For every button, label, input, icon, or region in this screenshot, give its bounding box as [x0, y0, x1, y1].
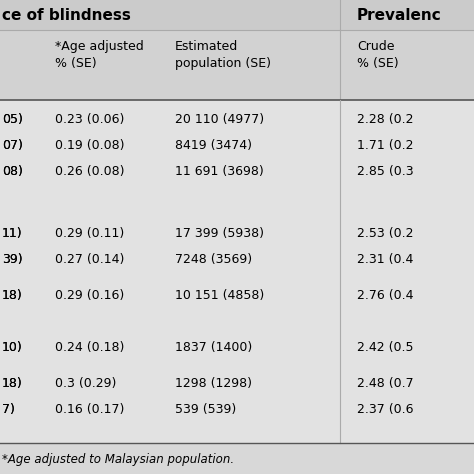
- Text: 539 (539): 539 (539): [175, 402, 236, 416]
- Text: 2.28 (0.2: 2.28 (0.2: [357, 112, 413, 126]
- Text: 17 399 (5938): 17 399 (5938): [175, 227, 264, 239]
- Text: 2.31 (0.4: 2.31 (0.4: [357, 253, 413, 265]
- Text: 2.85 (0.3: 2.85 (0.3: [357, 164, 414, 177]
- Bar: [0, 0, 474, 30]
- Text: 39): 39): [2, 253, 23, 265]
- Text: *Age adjusted to Malaysian population.: *Age adjusted to Malaysian population.: [2, 453, 234, 465]
- Text: 18): 18): [2, 376, 23, 390]
- Text: 2.76 (0.4: 2.76 (0.4: [357, 289, 413, 301]
- Text: 0.26 (0.08): 0.26 (0.08): [55, 164, 125, 177]
- Text: 7): 7): [2, 402, 15, 416]
- Text: 2.42 (0.5: 2.42 (0.5: [357, 340, 413, 354]
- Text: 1.71 (0.2: 1.71 (0.2: [357, 138, 413, 152]
- Text: 0.16 (0.17): 0.16 (0.17): [55, 402, 124, 416]
- Text: Prevalenc: Prevalenc: [357, 8, 442, 22]
- Text: 39): 39): [2, 253, 23, 265]
- Text: 08): 08): [2, 164, 23, 177]
- Text: 11): 11): [2, 227, 23, 239]
- Text: 2.48 (0.7: 2.48 (0.7: [357, 376, 414, 390]
- Text: 0.29 (0.11): 0.29 (0.11): [55, 227, 124, 239]
- Bar: [0, 30, 474, 100]
- Text: ce of blindness: ce of blindness: [2, 8, 131, 22]
- Text: 0.24 (0.18): 0.24 (0.18): [55, 340, 124, 354]
- Text: 0.19 (0.08): 0.19 (0.08): [55, 138, 125, 152]
- Bar: [0, 100, 474, 443]
- Text: 0.3 (0.29): 0.3 (0.29): [55, 376, 117, 390]
- Text: Crude
% (SE): Crude % (SE): [357, 40, 399, 70]
- Text: 05): 05): [2, 112, 23, 126]
- Text: 0.29 (0.16): 0.29 (0.16): [55, 289, 124, 301]
- Text: 10): 10): [2, 340, 23, 354]
- Text: 2.37 (0.6: 2.37 (0.6: [357, 402, 413, 416]
- Text: 2.53 (0.2: 2.53 (0.2: [357, 227, 413, 239]
- Text: 10 151 (4858): 10 151 (4858): [175, 289, 264, 301]
- Text: 11 691 (3698): 11 691 (3698): [175, 164, 264, 177]
- Text: 1837 (1400): 1837 (1400): [175, 340, 252, 354]
- Text: 18): 18): [2, 376, 23, 390]
- Text: 11): 11): [2, 227, 23, 239]
- Text: 20 110 (4977): 20 110 (4977): [175, 112, 264, 126]
- Text: 10): 10): [2, 340, 23, 354]
- Bar: [0, 443, 474, 474]
- Text: 07): 07): [2, 138, 23, 152]
- Text: 7): 7): [2, 402, 15, 416]
- Text: 7248 (3569): 7248 (3569): [175, 253, 252, 265]
- Text: 18): 18): [2, 289, 23, 301]
- Text: 08): 08): [2, 164, 23, 177]
- Text: Estimated
population (SE): Estimated population (SE): [175, 40, 271, 70]
- Text: 05): 05): [2, 112, 23, 126]
- Text: 0.23 (0.06): 0.23 (0.06): [55, 112, 124, 126]
- Text: 1298 (1298): 1298 (1298): [175, 376, 252, 390]
- Text: 8419 (3474): 8419 (3474): [175, 138, 252, 152]
- Text: *Age adjusted
% (SE): *Age adjusted % (SE): [55, 40, 144, 70]
- Text: 07): 07): [2, 138, 23, 152]
- Text: 0.27 (0.14): 0.27 (0.14): [55, 253, 124, 265]
- Text: 18): 18): [2, 289, 23, 301]
